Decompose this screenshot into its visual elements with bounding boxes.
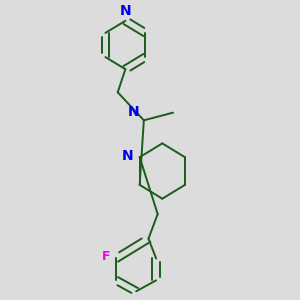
Text: F: F <box>102 250 110 263</box>
Text: N: N <box>120 4 131 18</box>
Text: N: N <box>122 149 134 163</box>
Text: N: N <box>128 105 139 119</box>
